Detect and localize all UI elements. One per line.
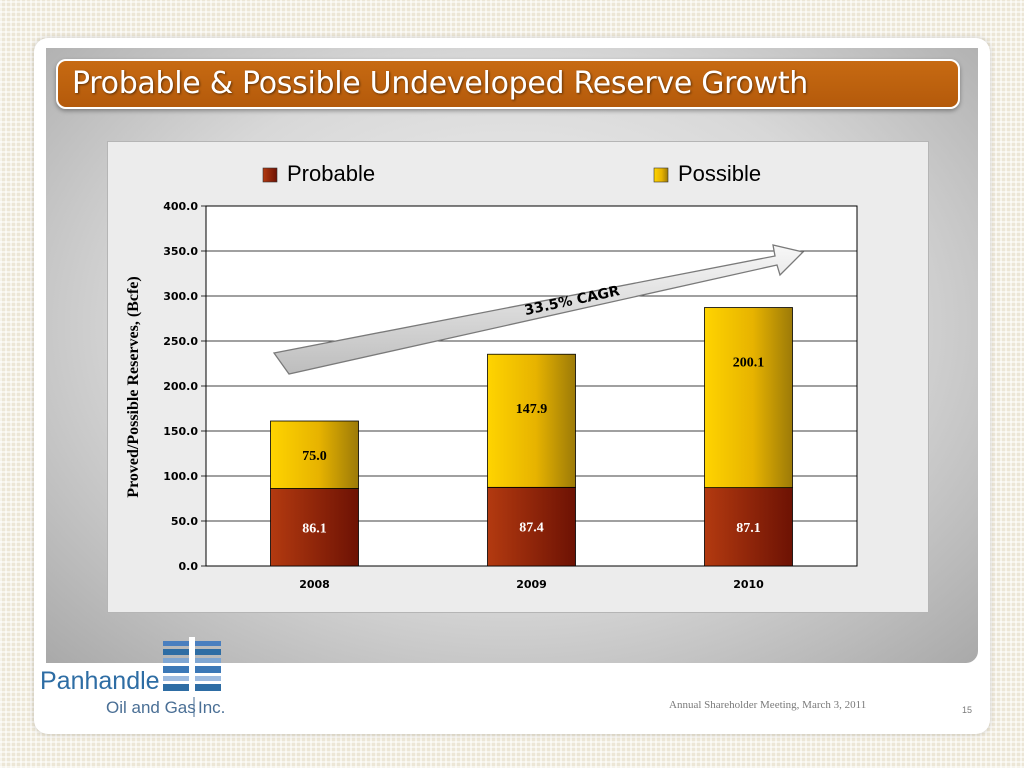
bar-possible-2010	[704, 307, 793, 489]
y-tick-label: 150.0	[163, 425, 198, 438]
bar-probable-2008	[270, 488, 359, 567]
bar-label: 147.9	[516, 402, 548, 417]
bar-label: 86.1	[302, 521, 327, 536]
logo-name: Panhandle	[40, 667, 160, 695]
title-bar: Probable & Possible Undeveloped Reserve …	[56, 59, 960, 109]
bar-label: 87.4	[519, 521, 544, 536]
bar-probable-2010	[704, 487, 793, 567]
bar-label: 200.1	[733, 356, 765, 371]
logo-mark	[163, 637, 221, 729]
legend-label-possible: Possible	[678, 161, 761, 186]
page-number: 15	[962, 705, 973, 715]
stacked-bar-chart: Probable Possible 0.0 50.0 100.0 150.0 200.0…	[125, 161, 858, 591]
y-tick-label: 250.0	[163, 335, 198, 348]
bar-possible-2008	[270, 420, 359, 489]
x-tick-label: 2008	[299, 578, 330, 591]
x-axis-tick-labels: 2008 2009 2010	[299, 578, 764, 591]
y-tick-label: 200.0	[163, 380, 198, 393]
y-tick-label: 400.0	[163, 200, 198, 213]
x-tick-label: 2009	[516, 578, 547, 591]
bar-probable-2009	[487, 486, 576, 567]
y-axis-tick-labels: 0.0 50.0 100.0 150.0 200.0 250.0 300.0 350.0 400…	[163, 200, 198, 573]
legend-label-probable: Probable	[287, 161, 375, 186]
bar-label: 75.0	[302, 449, 327, 464]
y-tick-label: 0.0	[179, 560, 199, 573]
footer-meeting-text: Annual Shareholder Meeting, March 3, 201…	[669, 699, 867, 711]
slide-title: Probable & Possible Undeveloped Reserve …	[72, 66, 809, 101]
bar-data-labels: 86.1 75.0 87.4 147.9 87.1 200.1	[302, 356, 764, 537]
legend-swatch-possible	[653, 167, 669, 183]
bars	[270, 307, 793, 567]
growth-arrow-shape	[272, 244, 805, 375]
logo-subtitle: Oil and Gas	[106, 698, 196, 717]
y-tick-label: 100.0	[163, 470, 198, 483]
y-tick-label: 300.0	[163, 290, 198, 303]
y-axis-label: Proved/Possible Reserves, (Bcfe)	[125, 276, 142, 497]
chart-area: Probable Possible 0.0 50.0 100.0 150.0 200.0…	[107, 141, 929, 613]
legend-swatch-probable	[262, 167, 278, 183]
y-tick-label: 350.0	[163, 245, 198, 258]
logo-suffix: Inc.	[198, 698, 225, 717]
bar-label: 87.1	[736, 521, 761, 536]
x-tick-label: 2010	[733, 578, 764, 591]
y-tick-label: 50.0	[171, 515, 198, 528]
bar-possible-2009	[487, 353, 576, 488]
company-logo: Panhandle Oil and Gas Inc.	[40, 637, 225, 729]
chart-legend: Probable Possible	[262, 161, 761, 186]
